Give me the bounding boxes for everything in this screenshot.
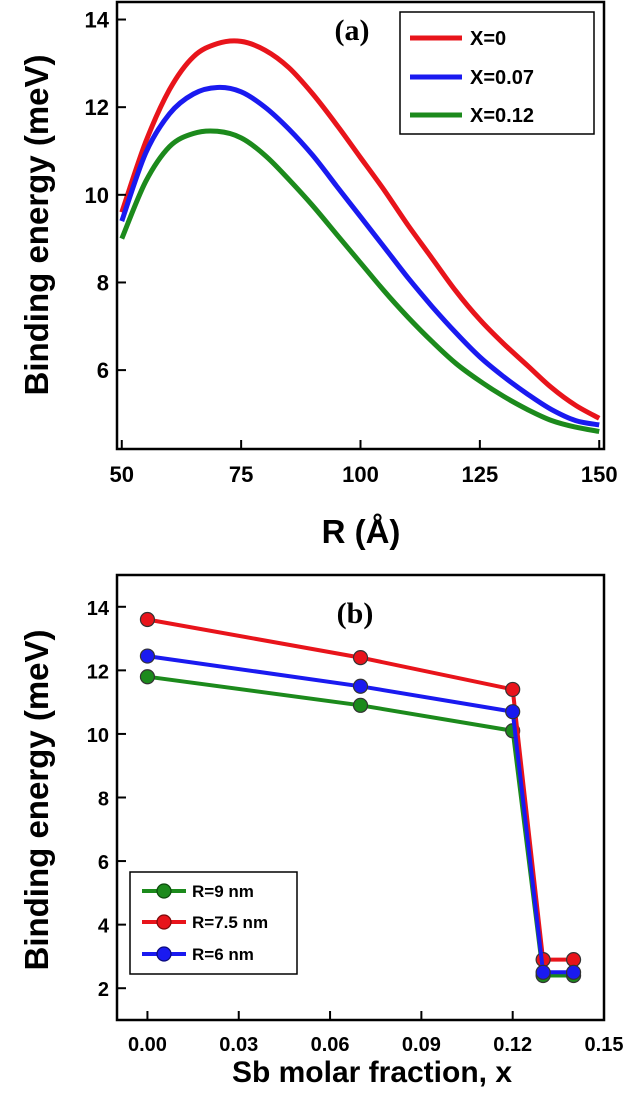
y-tick-label: 10 — [87, 725, 109, 747]
y-tick-label: 8 — [97, 270, 109, 295]
panel-b-ticks: 0.00 0.03 0.06 0.09 0.12 0.15 2 4 6 8 10 12 14 — [87, 598, 624, 1056]
x-tick-label: 0.03 — [219, 1034, 258, 1056]
panel-a-plot-area — [119, 38, 601, 434]
legend-label-r6: R=6 nm — [192, 945, 254, 964]
legend-marker-r9 — [156, 883, 172, 899]
series-2-point — [352, 678, 369, 694]
legend-label-r9: R=9 nm — [192, 882, 254, 901]
series-2-point — [565, 964, 582, 980]
x-tick-label: 125 — [462, 462, 499, 487]
legend-marker-r75 — [156, 914, 172, 930]
x-tick-label: 0.09 — [402, 1034, 441, 1056]
panel-b-legend: R=9 nm R=7.5 nm R=6 nm — [129, 871, 298, 975]
series-1-point — [139, 611, 156, 628]
panel-a-legend-box — [399, 11, 595, 135]
series-2-point — [139, 648, 156, 664]
panel-a-y-axis-label: Binding energy (meV) — [18, 54, 55, 395]
series-0-point — [139, 669, 156, 685]
series-1-point — [352, 650, 369, 666]
y-tick-label: 12 — [87, 661, 109, 683]
legend-label-x007: X=0.07 — [470, 67, 534, 89]
y-tick-label: 2 — [98, 979, 109, 1001]
legend-label-r75: R=7.5 nm — [192, 913, 268, 932]
x-tick-label: 0.06 — [311, 1034, 350, 1056]
y-tick-label: 12 — [85, 95, 109, 120]
x-tick-label: 0.15 — [585, 1034, 624, 1056]
panel-b-y-axis-label: Binding energy (meV) — [18, 629, 55, 970]
panel-a-legend: X=0 X=0.07 X=0.12 — [399, 11, 595, 135]
y-tick-label: 14 — [85, 8, 110, 33]
y-tick-label: 14 — [87, 598, 110, 620]
series-line-0 — [119, 38, 601, 421]
x-tick-label: 0.00 — [128, 1034, 167, 1056]
panel-a-x-axis-label: R (Å) — [322, 513, 401, 550]
panel-b-x-axis-label: Sb molar fraction, x — [232, 1056, 512, 1089]
y-tick-label: 6 — [97, 358, 109, 383]
series-1-point — [565, 952, 582, 968]
series-2-point — [505, 704, 521, 720]
series-line-1 — [119, 84, 600, 428]
y-tick-label: 4 — [98, 916, 110, 938]
panel-b-label: (b) — [337, 597, 374, 630]
legend-marker-r6 — [156, 946, 172, 962]
x-tick-label: 75 — [229, 462, 253, 487]
x-tick-label: 50 — [110, 462, 134, 487]
series-line-2 — [119, 128, 600, 434]
y-tick-label: 10 — [85, 183, 109, 208]
y-tick-label: 8 — [98, 789, 109, 811]
x-tick-label: 0.12 — [493, 1034, 532, 1056]
legend-label-x012: X=0.12 — [470, 105, 534, 127]
y-tick-label: 6 — [98, 852, 109, 874]
panel-a-ticks: 50 75 100 125 150 6 8 10 12 14 — [85, 8, 618, 487]
series-0-point — [352, 697, 369, 713]
series-1-point — [505, 681, 521, 698]
panel-a-label: (a) — [335, 14, 370, 47]
x-tick-label: 100 — [342, 462, 379, 487]
legend-label-x0: X=0 — [470, 28, 506, 50]
panel-a: 50 75 100 125 150 6 8 10 12 14 (a) X=0 X=0.07 X=0… — [18, 0, 618, 550]
panel-b-plot-area — [139, 611, 582, 984]
panel-b: 0.00 0.03 0.06 0.09 0.12 0.15 2 4 6 8 10 12 14 (b) R… — [18, 573, 624, 1089]
series-2-point — [535, 964, 551, 980]
x-tick-label: 150 — [581, 462, 618, 487]
